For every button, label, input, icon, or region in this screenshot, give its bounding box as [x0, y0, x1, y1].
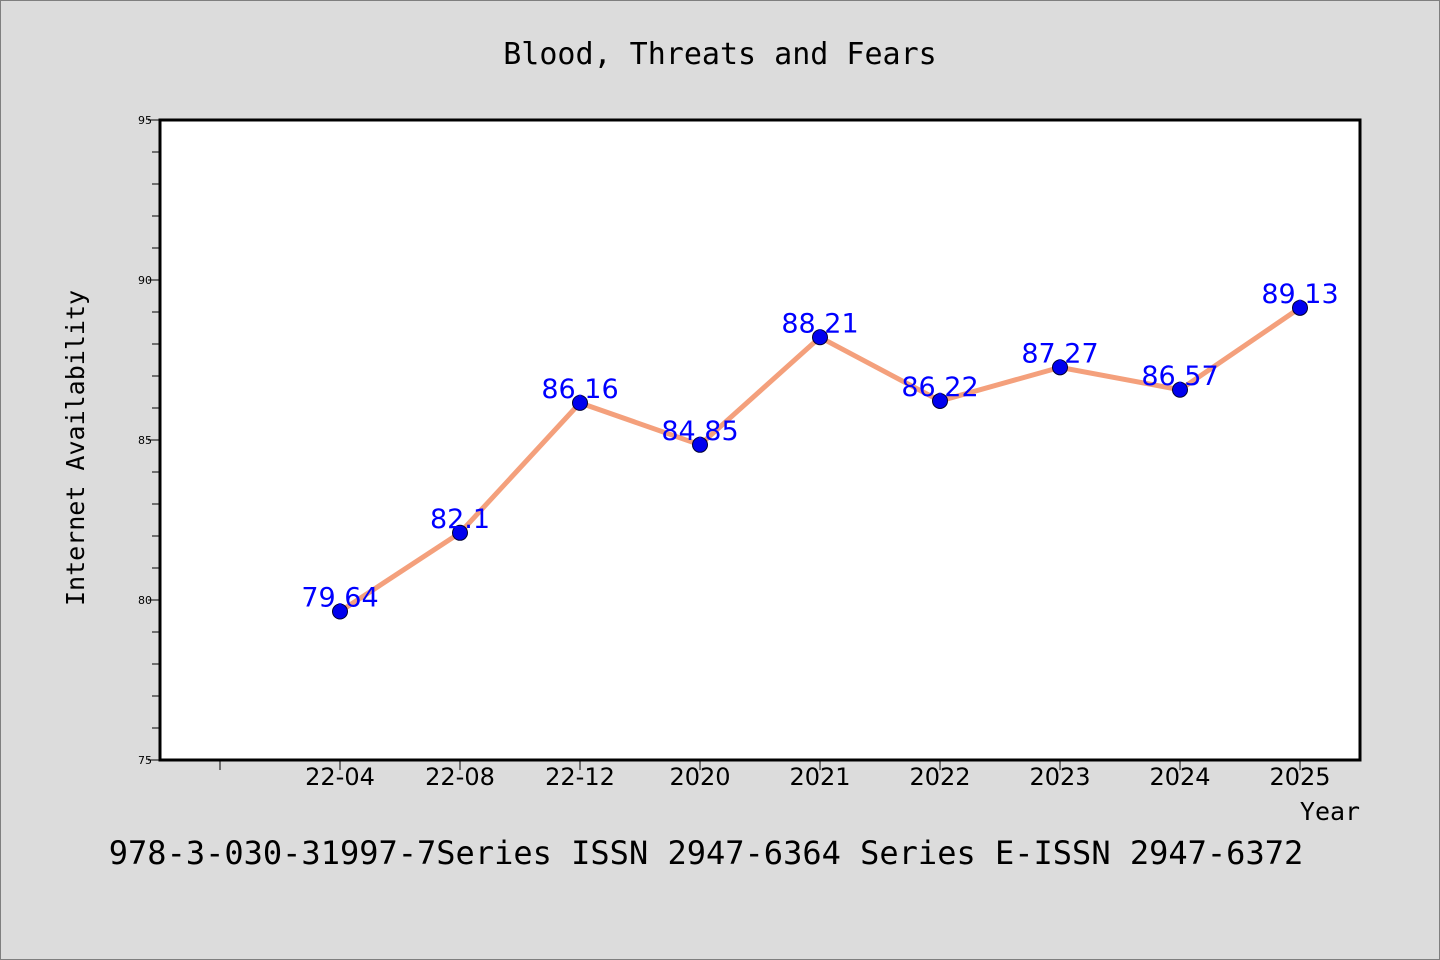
- y-tick-label: 85: [138, 434, 152, 447]
- x-tick-label: 22-12: [545, 763, 615, 791]
- data-point: [572, 394, 588, 411]
- plot-frame: [158, 118, 1362, 762]
- x-tick-label: 22-04: [305, 763, 375, 791]
- y-tick-label: 95: [138, 114, 152, 127]
- data-label: 87.27: [1021, 338, 1098, 369]
- data-label: 82.1: [430, 504, 490, 535]
- x-axis: 22-04 22-08 22-12 2020 2021 2022 2023 2024 2025: [219, 760, 1331, 791]
- data-point: [932, 392, 948, 409]
- data-point: [1292, 299, 1308, 316]
- x-axis-label: Year: [1300, 797, 1360, 826]
- series: 79.64 82.1 86.16 84.85 88.21 86.22 87.27 86.57 8…: [301, 279, 1339, 620]
- data-point: [1052, 359, 1068, 376]
- data-label: 86.22: [901, 372, 978, 403]
- data-point: [452, 524, 468, 541]
- x-tick-label: 2024: [1149, 763, 1210, 791]
- x-tick-label: 22-08: [425, 763, 495, 791]
- data-point: [812, 329, 828, 346]
- data-label: 89.13: [1261, 279, 1338, 310]
- data-label: 86.57: [1141, 361, 1218, 392]
- y-tick-label: 80: [138, 594, 152, 607]
- y-tick-label: 75: [138, 754, 152, 767]
- plot-area: [160, 120, 1360, 760]
- chart-title: Blood, Threats and Fears: [503, 37, 936, 72]
- data-point: [332, 603, 348, 620]
- data-label: 88.21: [781, 308, 858, 339]
- x-tick-label: 2023: [1029, 763, 1090, 791]
- data-label: 79.64: [301, 583, 378, 614]
- y-tick-label: 90: [138, 274, 152, 287]
- data-point: [1172, 381, 1188, 398]
- footer-note: 978-3-030-31997-7Series ISSN 2947-6364 S…: [109, 834, 1303, 872]
- x-tick-label: 2022: [909, 763, 970, 791]
- x-tick-label: 2021: [789, 763, 850, 791]
- x-tick-label: 2020: [669, 763, 730, 791]
- x-tick-label: 2025: [1269, 763, 1330, 791]
- data-label: 86.16: [541, 374, 618, 405]
- y-axis-label: Internet Availability: [61, 290, 90, 606]
- data-point: [692, 436, 708, 453]
- data-label: 84.85: [661, 416, 738, 447]
